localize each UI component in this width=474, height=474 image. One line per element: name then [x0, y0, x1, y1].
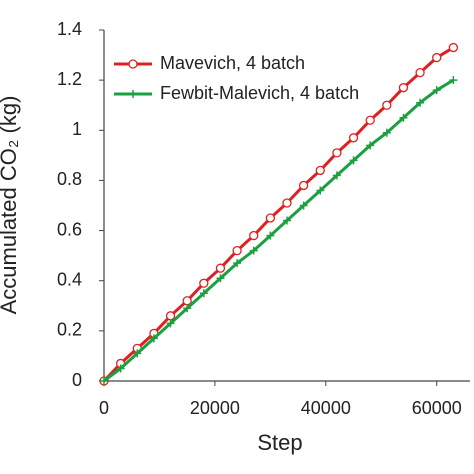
series-line	[103, 78, 455, 383]
x-tick-label: 0	[99, 398, 109, 418]
legend-marker	[128, 59, 138, 69]
point	[233, 259, 242, 268]
point	[183, 304, 192, 313]
y-tick-label: 0.4	[57, 269, 82, 289]
y-tick-label: 0.6	[57, 219, 82, 239]
point	[266, 231, 275, 240]
point	[332, 148, 342, 158]
legend-label: Mavevich, 4 batch	[160, 53, 305, 73]
point	[348, 133, 359, 143]
point	[298, 180, 309, 191]
y-tick-label: 1.2	[57, 69, 82, 89]
y-tick-label: 0.2	[57, 320, 82, 340]
point	[133, 349, 142, 358]
point	[299, 201, 308, 210]
point	[216, 274, 225, 283]
point	[249, 230, 259, 241]
x-axis-label: Step	[257, 430, 302, 455]
point	[432, 52, 442, 63]
point	[232, 245, 242, 256]
y-tick-label: 0.8	[57, 169, 82, 189]
point	[182, 296, 192, 306]
point	[398, 83, 409, 93]
point	[382, 128, 391, 137]
point	[448, 42, 459, 53]
point	[249, 246, 258, 255]
point	[399, 113, 408, 122]
point	[432, 86, 441, 95]
point	[265, 213, 276, 223]
x-tick-label: 40000	[301, 398, 351, 418]
y-tick-label: 1.4	[57, 19, 82, 39]
point	[332, 171, 341, 180]
x-tick-label: 20000	[190, 398, 240, 418]
y-axis-label: Accumulated CO₂ (kg)	[0, 96, 21, 315]
point	[165, 311, 176, 321]
series-line	[102, 46, 455, 383]
point	[416, 98, 425, 107]
point	[315, 165, 325, 176]
point	[166, 319, 175, 328]
point	[365, 115, 375, 125]
point	[199, 278, 209, 288]
legend-label: Fewbit-Malevich, 4 batch	[160, 83, 359, 103]
point	[149, 334, 158, 343]
legend-marker	[129, 90, 137, 98]
point	[449, 76, 458, 85]
point	[415, 67, 425, 78]
point	[283, 216, 291, 225]
point	[215, 263, 226, 273]
point	[349, 156, 358, 165]
point	[366, 141, 375, 150]
point	[116, 364, 125, 373]
point	[316, 186, 325, 195]
point	[199, 289, 208, 298]
point	[282, 198, 292, 208]
x-tick-label: 60000	[412, 398, 462, 418]
y-tick-label: 0	[72, 370, 82, 390]
point	[382, 100, 392, 110]
y-tick-label: 1	[72, 119, 82, 139]
point	[100, 377, 108, 385]
